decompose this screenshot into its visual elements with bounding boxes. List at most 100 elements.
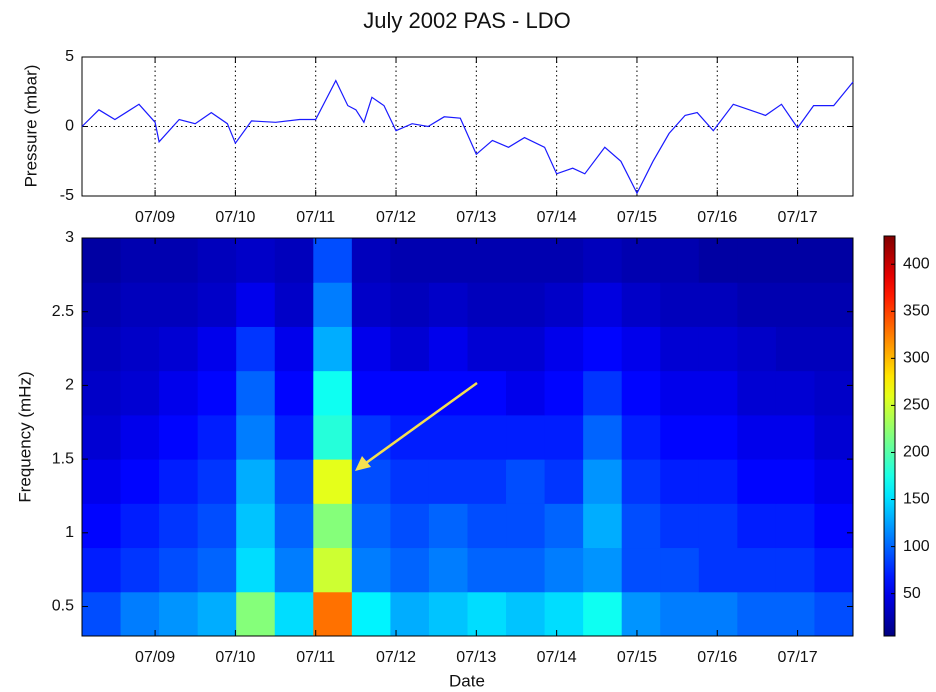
heatmap-cell <box>660 326 700 372</box>
heatmap-cell <box>236 370 276 416</box>
heatmap-cell <box>236 282 276 327</box>
heatmap-cell <box>544 503 584 549</box>
colorbar-tick-label: 50 <box>903 585 921 602</box>
plot-frame <box>81 237 854 637</box>
heatmap-cell <box>236 547 276 593</box>
heatmap-cell <box>467 503 507 549</box>
y-tick-label: 0.5 <box>52 598 74 615</box>
heatmap-cell <box>583 238 623 283</box>
heatmap-cells <box>82 238 853 636</box>
heatmap-cell <box>506 326 546 372</box>
heatmap-cell <box>737 238 777 283</box>
heatmap-cell <box>159 414 199 460</box>
heatmap-cell <box>159 238 199 283</box>
heatmap-cell <box>313 459 353 504</box>
heatmap-cell <box>159 370 199 416</box>
heatmap-cell <box>274 414 314 460</box>
heatmap-cell <box>351 238 391 283</box>
plots: 07/09 07/10 07/11 07/12 07/13 07/14 07/15 07/16… <box>52 48 930 666</box>
heatmap-cell <box>120 370 160 416</box>
heatmap-cell <box>737 414 777 460</box>
colorbar-tick-label: 400 <box>903 255 930 272</box>
heatmap-cell <box>814 326 853 372</box>
heatmap-cell <box>506 459 546 504</box>
heatmap-cell <box>814 414 853 460</box>
heatmap-cell <box>120 591 160 636</box>
heatmap-cell <box>313 414 353 460</box>
plot-background <box>82 57 853 196</box>
pressure-line <box>81 79 854 195</box>
heatmap-cell <box>82 547 122 593</box>
heatmap-cell <box>467 414 507 460</box>
heatmap-cell <box>467 370 507 416</box>
heatmap-cell <box>544 547 584 593</box>
heatmap-cell <box>775 459 815 504</box>
heatmap-cell <box>737 459 777 504</box>
heatmap-cell <box>428 547 468 593</box>
heatmap-cell <box>197 547 237 593</box>
heatmap-cell <box>621 414 661 460</box>
heatmap-cell <box>698 282 738 327</box>
heatmap-cell <box>428 591 468 636</box>
heatmap-cell <box>236 503 276 549</box>
heatmap-cell <box>390 326 430 372</box>
heatmap-cell <box>775 326 815 372</box>
heatmap-cell <box>621 591 661 636</box>
heatmap-cell <box>351 503 391 549</box>
heatmap-cell <box>814 459 853 504</box>
colorbar-tick-label: 250 <box>903 397 930 414</box>
heatmap-cell <box>82 326 122 372</box>
heatmap-cell <box>197 370 237 416</box>
heatmap-cell <box>274 591 314 636</box>
heatmap-cell <box>428 414 468 460</box>
heatmap-cell <box>660 547 700 593</box>
heatmap-cell <box>583 503 623 549</box>
heatmap-cell <box>313 238 353 283</box>
heatmap-cell <box>698 459 738 504</box>
heatmap-cell <box>621 503 661 549</box>
heatmap-cell <box>583 370 623 416</box>
heatmap-cell <box>660 459 700 504</box>
y-tick-label: 2 <box>65 377 74 394</box>
heatmap-cell <box>274 282 314 327</box>
heatmap-cell <box>159 503 199 549</box>
heatmap-cell <box>351 547 391 593</box>
heatmap-cell <box>120 503 160 549</box>
heatmap-cell <box>390 547 430 593</box>
heatmap-cell <box>737 370 777 416</box>
heatmap-cell <box>775 591 815 636</box>
x-tick-label: 07/10 <box>215 209 255 226</box>
heatmap-cell <box>621 547 661 593</box>
y-axis-label: Pressure (mbar) <box>21 65 40 188</box>
heatmap-cell <box>775 547 815 593</box>
heatmap-cell <box>236 414 276 460</box>
heatmap-cell <box>159 591 199 636</box>
x-tick-label: 07/16 <box>697 649 737 666</box>
heatmap-cell <box>737 503 777 549</box>
heatmap-cell <box>82 238 122 283</box>
heatmap-cell <box>82 503 122 549</box>
heatmap-cell <box>351 591 391 636</box>
heatmap-cell <box>660 414 700 460</box>
x-tick-label: 07/15 <box>617 649 657 666</box>
annotation-arrow <box>355 381 478 471</box>
x-tick-label: 07/12 <box>376 209 416 226</box>
heatmap-cell <box>120 459 160 504</box>
heatmap-cell <box>274 370 314 416</box>
heatmap-cell <box>390 591 430 636</box>
heatmap-cell <box>313 282 353 327</box>
heatmap-cell <box>621 326 661 372</box>
heatmap-cell <box>313 503 353 549</box>
heatmap-cell <box>814 503 853 549</box>
x-tick-label: 07/16 <box>697 209 737 226</box>
heatmap-cell <box>506 282 546 327</box>
y-tick-label: 1.5 <box>52 450 74 467</box>
x-tick-label: 07/17 <box>778 209 818 226</box>
heatmap-cell <box>351 414 391 460</box>
heatmap-cell <box>737 547 777 593</box>
heatmap-cell <box>428 326 468 372</box>
heatmap-cell <box>197 503 237 549</box>
heatmap-cell <box>544 326 584 372</box>
colorbar-tick-label: 100 <box>903 538 930 555</box>
heatmap-cell <box>737 326 777 372</box>
